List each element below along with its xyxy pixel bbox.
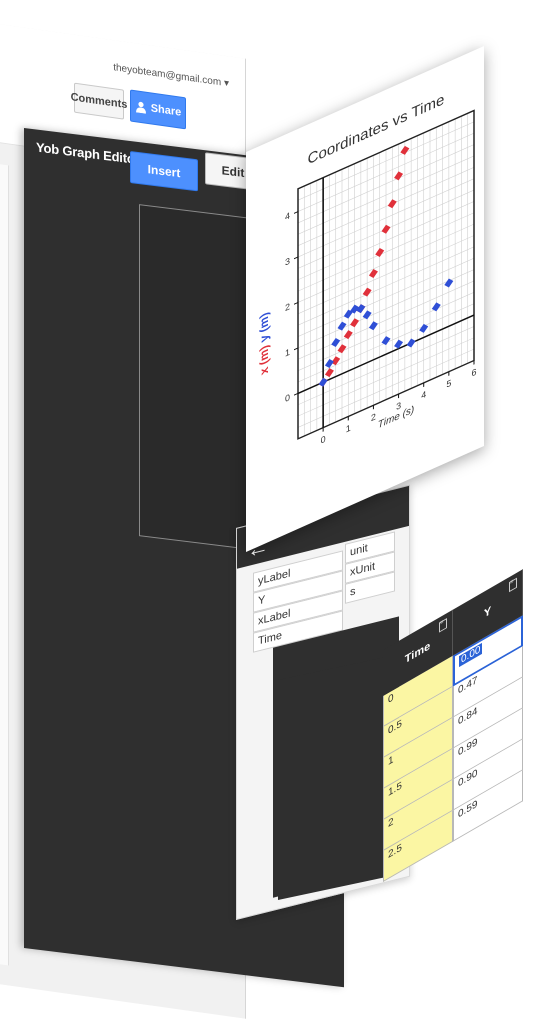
data-point: [331, 356, 341, 366]
y-tick: [294, 211, 298, 214]
y-tick-label: 3: [285, 255, 290, 268]
data-point: [343, 330, 353, 340]
y-tick-label: 1: [285, 346, 290, 359]
data-point: [394, 339, 404, 349]
y-tick-label: 2: [285, 300, 290, 313]
y-tick-label: 0: [285, 391, 290, 404]
grid-line-y: [298, 201, 474, 281]
x-tick-label: 4: [421, 388, 426, 401]
data-point: [337, 321, 347, 331]
account-menu[interactable]: theyobteam@gmail.com ▾: [113, 62, 229, 89]
data-point: [368, 268, 378, 278]
y-tick-label: 4: [285, 210, 290, 223]
grid-line-y: [298, 348, 474, 428]
data-point: [331, 338, 341, 348]
grid-line-y: [298, 132, 474, 212]
y-tick: [294, 256, 298, 260]
data-point: [350, 304, 360, 314]
data-point: [375, 247, 385, 257]
y-column: Y ≡ 0.00 0.47 0.84 0.99 0.90 0.59: [453, 569, 523, 842]
comments-button[interactable]: Comments: [71, 82, 127, 120]
x-tick-label: 1: [346, 422, 351, 435]
y-tick: [294, 301, 298, 305]
y-tick: [294, 392, 298, 396]
grid-line-y: [298, 269, 474, 349]
account-email: theyobteam@gmail.com: [113, 62, 222, 89]
x-tick-label: 2: [371, 411, 376, 424]
data-point: [419, 323, 429, 333]
grid-line-y: [298, 257, 474, 337]
y-axis-label-y: y (m): [258, 310, 271, 345]
data-point: [368, 321, 378, 331]
doc-page-margin: [0, 161, 9, 966]
data-point: [337, 344, 347, 354]
grid-line-y: [298, 212, 474, 292]
column-menu-icon[interactable]: ≡: [509, 577, 517, 593]
grid-line-y: [298, 326, 474, 406]
data-point: [343, 309, 353, 319]
grid-line-y: [298, 155, 474, 235]
grid-line-y: [298, 292, 474, 371]
data-point: [444, 278, 454, 288]
data-point: [362, 287, 372, 297]
x-tick-label: 0: [321, 433, 326, 446]
person-icon: [135, 101, 146, 114]
chart-title: Coordinates vs Time: [308, 91, 445, 168]
data-point: [406, 338, 416, 348]
grid-line-y: [298, 167, 474, 246]
close-icon[interactable]: ×: [232, 135, 241, 153]
data-point: [324, 358, 334, 368]
editor-title: Yob Graph Editor: [36, 139, 140, 168]
data-point: [350, 318, 360, 328]
doc-top-bar: theyobteam@gmail.com ▾ Comments Share: [0, 20, 245, 178]
data-point: [431, 302, 441, 312]
time-column: Time ≡ 0 0.5 1 1.5 2 2.5: [383, 609, 453, 882]
grid-line-y: [298, 280, 474, 360]
grid-line-y: [298, 121, 474, 201]
grid-line-y: [298, 235, 474, 315]
grid-line-y: [298, 246, 474, 326]
data-point: [400, 145, 410, 155]
grid-line-y: [298, 178, 474, 258]
insert-button[interactable]: Insert: [130, 151, 198, 192]
data-point: [387, 199, 397, 209]
plot-frame: [297, 109, 475, 440]
data-point: [381, 336, 391, 346]
y-axis-label: x (m)y (m): [258, 310, 271, 377]
share-button[interactable]: Share: [130, 89, 186, 130]
data-point: [381, 224, 391, 234]
data-point: [362, 310, 372, 320]
share-button-label: Share: [150, 102, 182, 119]
editor-lower-panel: [278, 655, 394, 900]
column-menu-icon[interactable]: ≡: [439, 618, 447, 633]
grid-line-y: [298, 223, 474, 303]
x-tick-label: 6: [471, 366, 476, 379]
x-tick-label: 5: [446, 377, 451, 390]
y-tick: [294, 347, 298, 351]
data-point: [356, 304, 366, 314]
chart-tick-labels: 0 1 2 3 4 5 6 0 1 2 3 4: [285, 210, 477, 446]
chevron-down-icon: ▾: [223, 77, 229, 90]
x-tick-label: 3: [396, 399, 401, 412]
y-axis-label-x: x (m): [258, 343, 271, 378]
data-point: [394, 171, 404, 181]
grid-line-y: [298, 337, 474, 417]
data-point: [324, 368, 334, 378]
chart-marks: [318, 145, 454, 387]
data-point: [318, 377, 328, 387]
grid-line-y: [298, 144, 474, 224]
